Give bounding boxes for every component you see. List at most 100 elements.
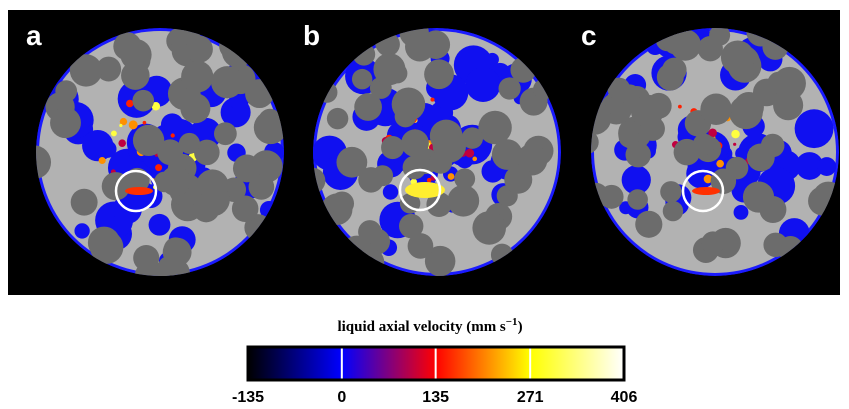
flow-spot [708, 128, 717, 138]
flow-spot [430, 97, 435, 102]
colorbar-title-end: ) [518, 319, 523, 335]
particle [478, 110, 512, 145]
particle [180, 93, 211, 124]
colorbar-tick-label: 271 [517, 389, 544, 406]
particle [354, 93, 382, 121]
liquid-region [82, 129, 114, 162]
flow-spot [118, 139, 126, 147]
flow-spot [472, 156, 478, 162]
particle [429, 150, 453, 174]
particle [194, 139, 220, 166]
flow-spot [126, 99, 134, 108]
particle [181, 60, 214, 93]
particle [759, 196, 787, 224]
flow-spot [119, 123, 123, 128]
particle [213, 122, 237, 146]
particle [660, 181, 682, 203]
particle [162, 237, 192, 267]
particle [398, 213, 424, 239]
flow-spot [170, 133, 175, 138]
particle [248, 174, 275, 200]
particle [504, 165, 533, 194]
particle [407, 233, 434, 259]
particle [709, 28, 731, 46]
particle [132, 124, 165, 157]
particle [591, 130, 599, 154]
particle [69, 54, 103, 87]
particle [662, 57, 687, 83]
flow-spot [142, 120, 147, 125]
particle [232, 154, 261, 183]
particle [767, 71, 790, 94]
flow-spot [731, 129, 740, 139]
panels: a b c [26, 20, 839, 276]
liquid-region [74, 223, 90, 239]
particle [491, 139, 523, 170]
particle [55, 80, 78, 103]
colorbar-title-superscript: −1 [506, 316, 518, 328]
particle [405, 32, 435, 62]
colorbar-tick-label: -135 [232, 389, 264, 406]
flow-spot [716, 159, 724, 168]
particle [336, 146, 368, 178]
particle [701, 231, 725, 255]
mri-image [36, 28, 284, 276]
particle [424, 59, 454, 90]
particle [720, 40, 755, 75]
colorbar-tick-label: 135 [422, 389, 449, 406]
flow-spot [677, 104, 682, 109]
flow-spot [426, 177, 432, 183]
panel-label: a [26, 20, 42, 51]
particle [120, 39, 152, 71]
particle [729, 95, 763, 130]
particle [132, 89, 155, 112]
particle [692, 133, 715, 156]
flow-spot [151, 102, 161, 111]
colorbar-title: liquid axial velocity (mm s−1) [337, 316, 522, 335]
flow-spot [733, 142, 737, 146]
particle [90, 230, 124, 264]
liquid-region [621, 165, 651, 195]
particle [330, 191, 355, 216]
flow-spot [155, 164, 163, 172]
particle [710, 168, 737, 194]
particle [391, 87, 426, 122]
particle [192, 195, 220, 223]
high-flow [405, 182, 445, 198]
highlight-circle [681, 169, 725, 213]
particle [70, 188, 98, 216]
particle [211, 66, 244, 99]
particle [662, 200, 684, 222]
particle [231, 195, 259, 223]
flow-spot [465, 148, 475, 158]
particle [424, 245, 456, 276]
liquid-region [148, 213, 171, 236]
particle [185, 35, 213, 63]
particle [178, 132, 200, 154]
panel-label: c [581, 20, 597, 51]
colorbar-tick-label: 406 [611, 389, 638, 406]
colorbar: -135 0 135 271 406 [232, 345, 638, 406]
particle [36, 145, 52, 180]
particle [640, 116, 665, 141]
flow-spot [128, 120, 138, 130]
liquid-region [733, 204, 749, 220]
particle [454, 168, 476, 190]
highlight-circle [114, 169, 158, 213]
particle [326, 107, 349, 130]
particle [358, 167, 384, 193]
particle [134, 260, 167, 276]
particle [50, 107, 81, 139]
colorbar-tick-label: 0 [337, 389, 346, 406]
particle [426, 191, 452, 218]
particle [746, 143, 775, 172]
particle [253, 110, 284, 145]
particle [96, 56, 122, 82]
flow-spot [110, 130, 117, 137]
liquid-region [382, 184, 399, 200]
particle [618, 127, 640, 148]
particle [373, 53, 406, 86]
particle [619, 84, 640, 105]
particle [498, 77, 521, 100]
high-flow [125, 187, 153, 195]
